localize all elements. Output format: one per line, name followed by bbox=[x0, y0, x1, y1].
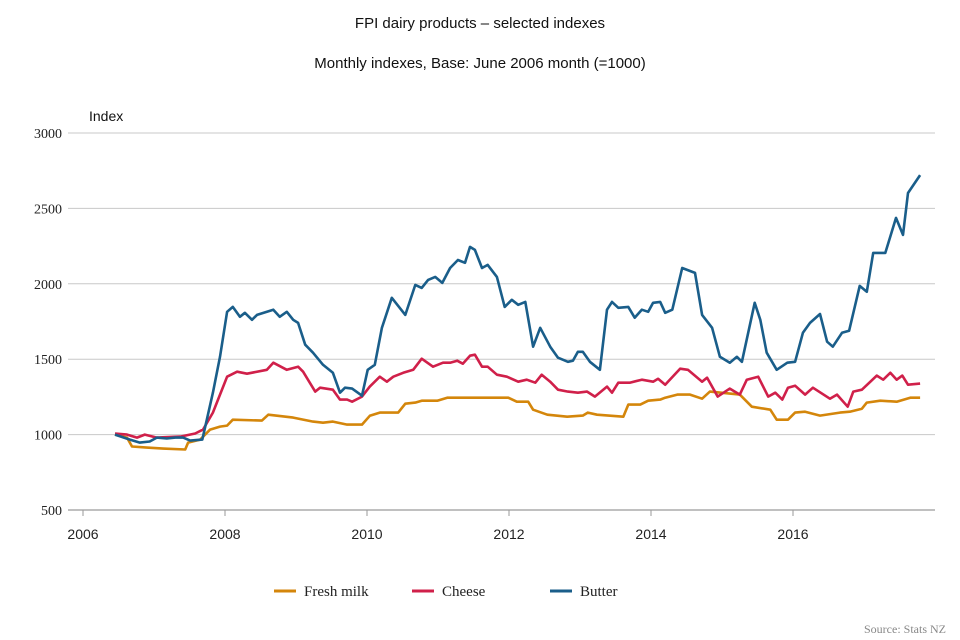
legend-label: Butter bbox=[580, 584, 618, 600]
x-tick-label: 2016 bbox=[777, 526, 808, 542]
chart-title: FPI dairy products – selected indexes bbox=[355, 15, 605, 32]
legend-item-fresh-milk: Fresh milk bbox=[274, 584, 369, 600]
series-line-cheese bbox=[114, 353, 921, 439]
y-axis-label: Index bbox=[89, 108, 123, 124]
legend-label: Fresh milk bbox=[304, 584, 369, 600]
x-tick-label: 2014 bbox=[635, 526, 666, 542]
series-line-fresh-milk bbox=[114, 390, 921, 451]
y-axis-ticks: 500 1000 1500 2000 2500 3000 bbox=[34, 127, 62, 519]
x-tick-label: 2006 bbox=[67, 526, 98, 542]
gridlines bbox=[68, 132, 935, 511]
series-lines bbox=[114, 174, 922, 451]
source-note: Source: Stats NZ bbox=[864, 622, 946, 636]
series-line-butter bbox=[114, 174, 922, 444]
legend-item-cheese: Cheese bbox=[412, 584, 486, 600]
y-tick-label: 500 bbox=[41, 504, 62, 519]
legend-label: Cheese bbox=[442, 584, 486, 600]
y-tick-label: 2500 bbox=[34, 202, 62, 217]
x-tick-label: 2010 bbox=[351, 526, 382, 542]
x-tick-label: 2008 bbox=[209, 526, 240, 542]
y-tick-label: 1500 bbox=[34, 353, 62, 368]
x-tick-label: 2012 bbox=[493, 526, 524, 542]
y-tick-label: 1000 bbox=[34, 429, 62, 444]
y-tick-label: 2000 bbox=[34, 278, 62, 293]
x-axis-ticks: 2006 2008 2010 2012 2014 2016 bbox=[67, 510, 809, 542]
legend: Fresh milk Cheese Butter bbox=[274, 584, 618, 600]
legend-item-butter: Butter bbox=[550, 584, 618, 600]
y-tick-label: 3000 bbox=[34, 127, 62, 142]
chart-subtitle: Monthly indexes, Base: June 2006 month (… bbox=[314, 55, 645, 72]
